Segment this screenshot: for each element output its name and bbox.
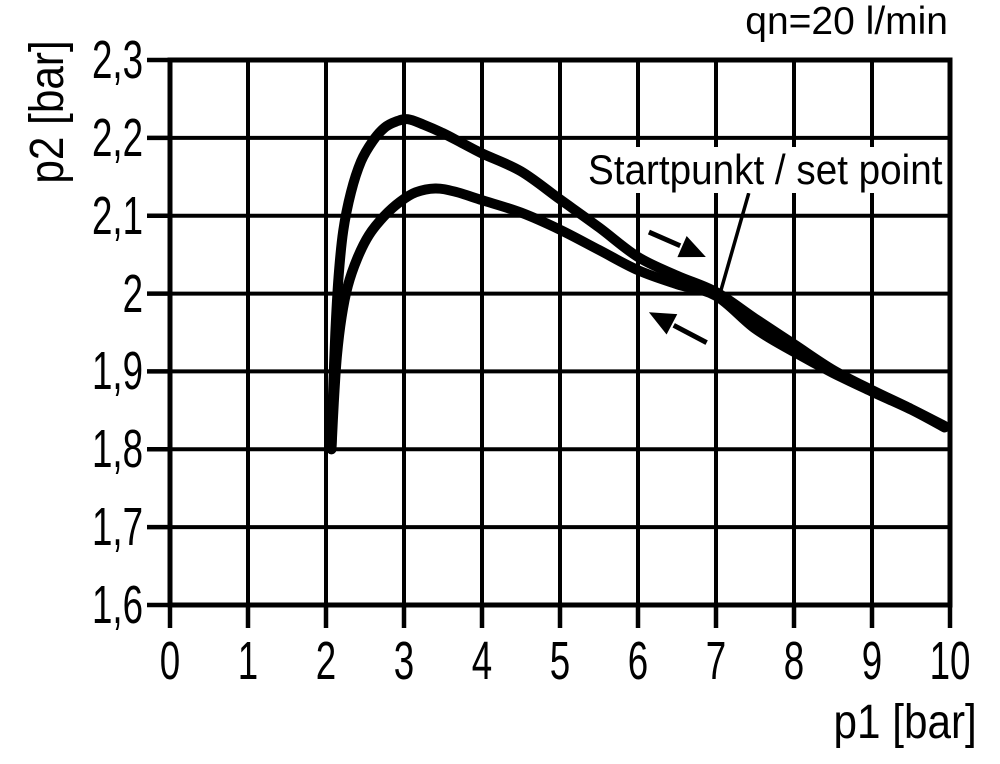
lower-curve bbox=[326, 183, 950, 455]
x-tick-label: 7 bbox=[705, 631, 727, 691]
y-tick-label: 2,1 bbox=[91, 185, 143, 246]
set-point-leader-line bbox=[718, 192, 751, 292]
upper-curve bbox=[326, 114, 950, 455]
direction-arrow-right-head bbox=[677, 236, 706, 258]
x-tick-label: 0 bbox=[159, 631, 181, 691]
x-tick-label: 2 bbox=[315, 631, 337, 691]
y-tick-label: 2,3 bbox=[91, 30, 143, 90]
x-tick-label: 1 bbox=[237, 631, 259, 691]
x-tick-label: 3 bbox=[393, 631, 415, 691]
x-tick-label: 4 bbox=[471, 631, 493, 691]
set-point-annotation: Startpunkt / set point bbox=[585, 147, 945, 193]
direction-arrow-left-shaft bbox=[672, 323, 708, 345]
x-tick-label: 10 bbox=[929, 631, 971, 691]
direction-arrow-left-head bbox=[648, 312, 678, 335]
x-tick-label: 8 bbox=[783, 631, 805, 691]
y-tick-label: 1,9 bbox=[91, 341, 143, 402]
flow-rate-label: qn=20 l/min bbox=[745, 0, 948, 43]
y-tick-label: 1,6 bbox=[91, 575, 143, 635]
x-axis-label: p1 [bar] bbox=[833, 696, 977, 749]
plot-border bbox=[167, 57, 953, 608]
direction-arrow-right-shaft bbox=[647, 229, 682, 249]
y-tick-label: 1,7 bbox=[91, 497, 143, 558]
y-tick-label: 1,8 bbox=[91, 419, 143, 480]
x-tick-label: 9 bbox=[861, 631, 883, 691]
y-tick-label: 2 bbox=[122, 263, 143, 324]
x-tick-label: 6 bbox=[627, 631, 649, 691]
x-tick-label: 5 bbox=[549, 631, 571, 691]
y-tick-label: 2,2 bbox=[91, 107, 143, 168]
